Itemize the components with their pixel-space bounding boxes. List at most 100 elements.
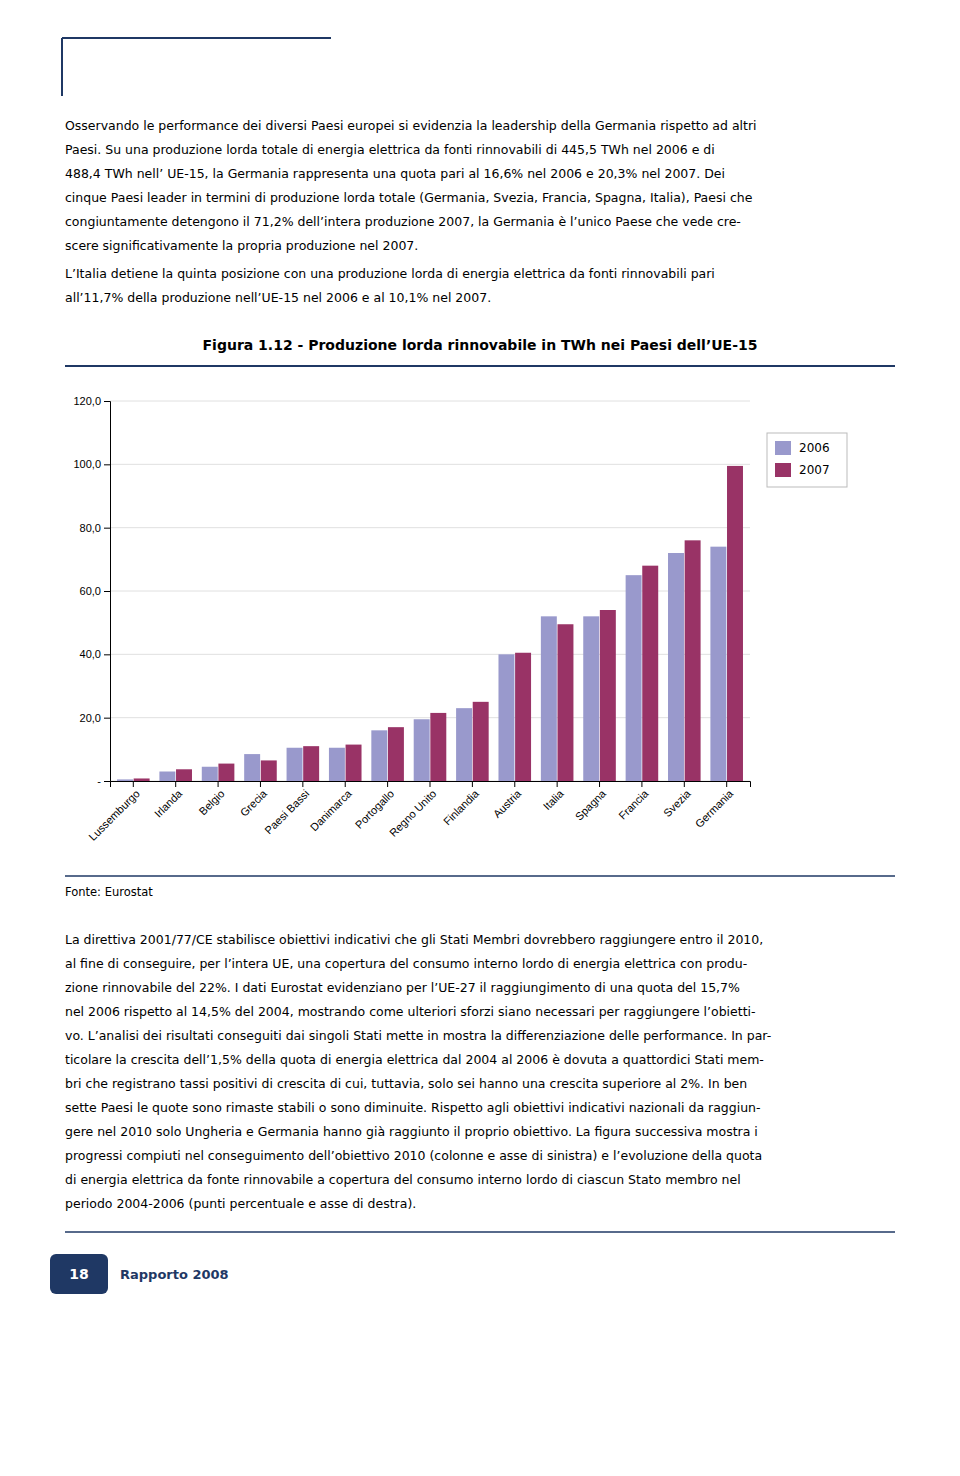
bar: [329, 748, 345, 781]
x-tick-label: Italia: [541, 787, 567, 813]
body-text: bri che registrano tassi positivi di cre…: [65, 1076, 747, 1091]
page-number-box: [50, 1254, 108, 1294]
separator: [65, 1231, 895, 1233]
y-tick-mark: [104, 528, 110, 529]
y-axis: -20,040,060,080,0100,0120,0: [73, 395, 110, 787]
body-text: Osservando le performance dei diversi Pa…: [65, 118, 757, 133]
x-tick-label: Paesi Bassi: [262, 787, 311, 836]
bar: [515, 653, 531, 781]
top-rule: [62, 37, 331, 39]
x-tick: Finlandia: [441, 781, 482, 827]
x-tick-mark: [302, 781, 303, 787]
chart-title: Figura 1.12 - Produzione lorda rinnovabi…: [203, 337, 758, 353]
bar: [134, 778, 150, 781]
legend-swatch: [775, 441, 791, 455]
body-text: Paesi. Su una produzione lorda totale di…: [65, 142, 715, 157]
body-text: progressi compiuti nel conseguimento del…: [65, 1148, 762, 1163]
bar: [202, 767, 218, 781]
body-text: sette Paesi le quote sono rimaste stabil…: [65, 1100, 761, 1115]
series: [134, 466, 743, 781]
x-tick: Lussemburgo: [86, 781, 142, 843]
y-tick-label: 100,0: [73, 458, 101, 470]
series: [117, 547, 726, 781]
x-tick-mark: [726, 781, 727, 787]
body-text: La direttiva 2001/77/CE stabilisce obiet…: [65, 932, 763, 947]
body-text: congiuntamente detengono il 71,2% dell’i…: [65, 214, 741, 229]
body-text: nel 2006 rispetto al 14,5% del 2004, mos…: [65, 1004, 756, 1019]
body-text: zione rinnovabile del 22%. I dati Eurost…: [65, 980, 740, 995]
x-tick: Danimarca: [308, 781, 355, 833]
x-tick-mark: [684, 781, 685, 787]
x-tick-label: Irlanda: [152, 787, 185, 820]
y-tick-label: 20,0: [80, 712, 101, 724]
x-tick-mark: [514, 781, 515, 787]
bar: [456, 708, 472, 781]
x-tick: Austria: [491, 781, 524, 820]
x-tick-label: Finlandia: [441, 787, 482, 828]
bar: [218, 764, 234, 781]
y-tick: 20,0: [80, 712, 110, 724]
separator: [65, 365, 895, 367]
x-axis-line: [111, 782, 751, 788]
x-tick-mark: [641, 781, 642, 787]
body-text: ticolare la crescita dell’1,5% della quo…: [65, 1052, 764, 1067]
legend-label: 2007: [799, 463, 830, 477]
x-tick: Regno Unito: [387, 781, 439, 839]
bar: [583, 616, 599, 781]
bar: [600, 610, 616, 781]
x-tick-label: Danimarca: [308, 787, 355, 834]
y-tick-mark: [104, 591, 110, 592]
x-tick-label: Germania: [693, 787, 736, 830]
y-tick-label: 80,0: [80, 522, 101, 534]
legend: 20062007: [767, 433, 847, 487]
x-tick-mark: [133, 781, 134, 787]
y-tick: 100,0: [73, 458, 110, 470]
body-text: cinque Paesi leader in termini di produz…: [65, 190, 753, 205]
body-text: periodo 2004-2006 (punti percentuale e a…: [65, 1196, 416, 1211]
y-tick-label: 60,0: [80, 585, 101, 597]
bar: [642, 566, 658, 781]
bar: [117, 779, 133, 781]
x-tick-label: Portogallo: [353, 787, 397, 831]
body-text: di energia elettrica da fonte rinnovabil…: [65, 1172, 741, 1187]
x-tick-mark: [387, 781, 388, 787]
x-tick-label: Svezia: [661, 787, 693, 819]
y-tick: 60,0: [80, 585, 110, 597]
grid: [110, 401, 750, 781]
y-axis-line: [104, 402, 111, 782]
body-text: al fine di conseguire, per l’intera UE, …: [65, 956, 747, 971]
body-text: vo. L’analisi dei risultati conseguiti d…: [65, 1028, 771, 1043]
x-tick-mark: [599, 781, 600, 787]
grid-line: [110, 527, 750, 528]
x-tick: Germania: [693, 781, 736, 830]
legend-item: 2007: [775, 463, 830, 477]
bar: [626, 575, 642, 781]
x-tick-mark: [218, 781, 219, 787]
y-tick-label: 40,0: [80, 648, 101, 660]
bar: [261, 760, 277, 781]
x-tick: Italia: [541, 781, 567, 812]
bar: [557, 624, 573, 781]
page-number: 18: [69, 1266, 88, 1282]
bar: [668, 553, 684, 781]
y-tick: 120,0: [73, 395, 110, 407]
bar: [541, 616, 557, 781]
x-tick-label: Lussemburgo: [86, 787, 142, 843]
bar: [685, 540, 701, 781]
bar: [159, 772, 175, 782]
y-tick: 40,0: [80, 648, 110, 660]
separator: [65, 875, 895, 877]
y-tick-mark: [104, 718, 110, 719]
bar: [371, 730, 387, 781]
grid-line: [110, 401, 750, 402]
chart: -20,040,060,080,0100,0120,0LussemburgoIr…: [73, 395, 847, 843]
body-text: all’11,7% della produzione nell’UE-15 ne…: [65, 290, 491, 305]
bar: [710, 547, 726, 781]
x-tick-mark: [557, 781, 558, 787]
bar: [414, 719, 430, 781]
x-tick: Paesi Bassi: [262, 781, 311, 836]
bar: [244, 754, 260, 781]
legend-swatch: [775, 463, 791, 477]
grid-line: [110, 464, 750, 465]
bar: [498, 654, 514, 781]
